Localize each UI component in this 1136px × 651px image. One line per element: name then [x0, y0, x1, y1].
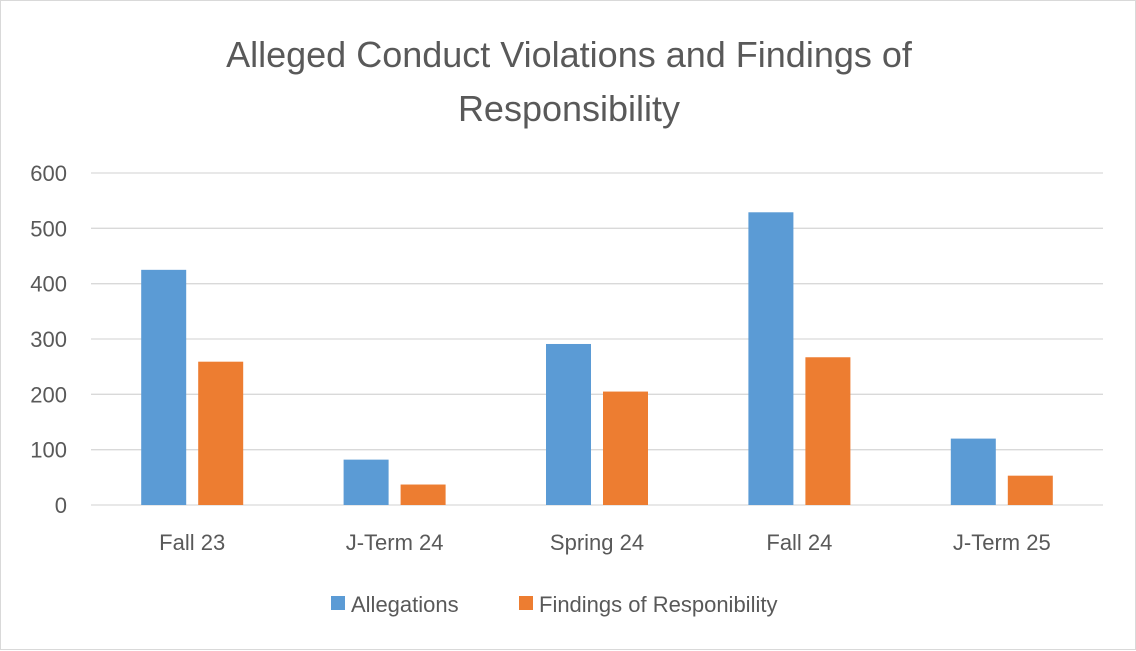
x-axis-tick-labels: Fall 23 J-Term 24 Spring 24 Fall 24 J-Term 2…	[159, 530, 1051, 555]
y-tick-label: 0	[55, 493, 67, 518]
chart-title-line-2: Responsibility	[458, 88, 680, 129]
bar-allegations	[546, 343, 591, 505]
bars	[141, 212, 1053, 505]
bar-findings	[805, 357, 851, 505]
bar-allegations	[950, 438, 996, 505]
legend-swatch	[331, 596, 345, 610]
bar-findings	[1007, 475, 1053, 505]
y-tick-label: 300	[30, 327, 67, 352]
x-tick-label: Spring 24	[550, 530, 644, 555]
x-tick-label: J-Term 24	[346, 530, 444, 555]
x-tick-label: Fall 23	[159, 530, 225, 555]
gridlines	[91, 172, 1103, 506]
y-tick-label: 200	[30, 382, 67, 407]
bar-allegations	[141, 269, 187, 505]
y-tick-label: 600	[30, 161, 67, 186]
bar-allegations	[748, 212, 794, 505]
y-axis-tick-labels: 0 100 200 300 400 500 600	[30, 161, 67, 518]
bar-allegations	[343, 459, 389, 505]
x-tick-label: Fall 24	[766, 530, 832, 555]
y-tick-label: 100	[30, 438, 67, 463]
legend: Allegations Findings of Responibility	[331, 592, 777, 617]
legend-label: Allegations	[351, 592, 459, 617]
y-tick-label: 400	[30, 272, 67, 297]
legend-label: Findings of Responibility	[539, 592, 777, 617]
bar-findings	[603, 391, 648, 505]
chart-title-line-1: Alleged Conduct Violations and Findings …	[226, 34, 913, 75]
y-tick-label: 500	[30, 216, 67, 241]
legend-swatch	[519, 596, 533, 610]
bar-findings	[198, 361, 244, 505]
x-tick-label: J-Term 25	[953, 530, 1051, 555]
bar-findings	[400, 484, 446, 505]
